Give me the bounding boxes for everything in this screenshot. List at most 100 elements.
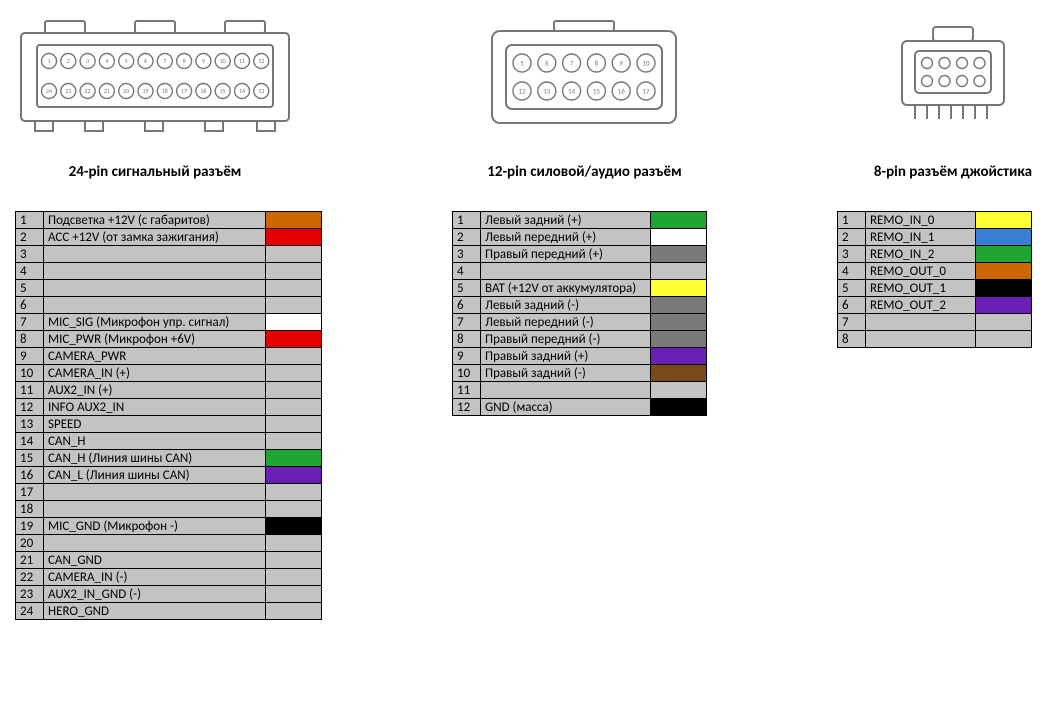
table-row: 1Левый задний (+): [453, 212, 707, 229]
pin-desc: AUX2_IN_GND (-): [44, 586, 266, 603]
table-row: 20: [16, 535, 322, 552]
table-row: 4: [453, 263, 707, 280]
pin-desc: Левый передний (+): [481, 229, 651, 246]
pin-color: [266, 416, 322, 433]
pin-label: 13: [544, 86, 552, 95]
pin-desc: REMO_OUT_0: [866, 263, 976, 280]
pin-color: [266, 263, 322, 280]
pin-number: 11: [16, 382, 44, 399]
pin-desc: Левый передний (-): [481, 314, 651, 331]
pin-label: 1: [47, 57, 50, 65]
pin-desc: CAMERA_PWR: [44, 348, 266, 365]
pin-color: [266, 348, 322, 365]
table-row: 6REMO_OUT_2: [838, 297, 1032, 314]
pin-label: 7: [570, 58, 574, 67]
table-row: 19MIC_GND (Микрофон -): [16, 518, 322, 535]
table-row: 7MIC_SIG (Микрофон упр. сигнал): [16, 314, 322, 331]
pin-color: [266, 484, 322, 501]
pin-desc: CAN_H: [44, 433, 266, 450]
pin-color: [976, 263, 1032, 280]
pin-color: [266, 586, 322, 603]
table-row: 8MIC_PWR (Микрофон +6V): [16, 331, 322, 348]
pin-circle: [921, 76, 932, 87]
pin-color: [266, 229, 322, 246]
pin-desc: Левый задний (+): [481, 212, 651, 229]
pin-number: 8: [453, 331, 481, 348]
pin-desc: [481, 263, 651, 280]
pin-desc: HERO_GND: [44, 603, 266, 620]
pin-number: 14: [16, 433, 44, 450]
pin-number: 1: [453, 212, 481, 229]
pin-number: 4: [838, 263, 866, 280]
table-row: 2ACC +12V (от замка зажигания): [16, 229, 322, 246]
pin-number: 7: [453, 314, 481, 331]
pin-number: 16: [16, 467, 44, 484]
pin-label: 4: [105, 57, 108, 65]
pin-desc: ACC +12V (от замка зажигания): [44, 229, 266, 246]
table-row: 15CAN_H (Линия шины CAN): [16, 450, 322, 467]
pin-color: [266, 501, 322, 518]
pin-number: 4: [453, 263, 481, 280]
pin-label: 8: [183, 57, 186, 65]
pin-label: 21: [104, 87, 110, 95]
pin-desc: GND (масса): [481, 399, 651, 416]
connectors-row: 123456789101112242322212019181716151413 …: [15, 15, 1032, 181]
table-row: 10Правый задний (-): [453, 365, 707, 382]
pin-desc: REMO_IN_2: [866, 246, 976, 263]
pin-number: 3: [16, 246, 44, 263]
pin-color: [266, 365, 322, 382]
table-row: 3: [16, 246, 322, 263]
pin-number: 2: [16, 229, 44, 246]
pin-desc: INFO AUX2_IN: [44, 399, 266, 416]
pin-color: [651, 246, 707, 263]
table-8pin: 1REMO_IN_02REMO_IN_13REMO_IN_24REMO_OUT_…: [837, 211, 1032, 348]
pin-label: 13: [258, 87, 264, 95]
pin-number: 4: [16, 263, 44, 280]
pin-color: [266, 382, 322, 399]
pin-desc: [866, 314, 976, 331]
pin-label: 22: [85, 87, 91, 95]
pin-number: 15: [16, 450, 44, 467]
pin-label: 2: [67, 57, 70, 65]
table-row: 4: [16, 263, 322, 280]
table-row: 9Правый задний (+): [453, 348, 707, 365]
pin-circle: [921, 58, 932, 69]
pin-label: 7: [163, 57, 166, 65]
pin-number: 21: [16, 552, 44, 569]
table-row: 1REMO_IN_0: [838, 212, 1032, 229]
pin-color: [266, 297, 322, 314]
pin-number: 7: [16, 314, 44, 331]
pin-desc: BAT (+12V от аккумулятора): [481, 280, 651, 297]
pin-color: [651, 229, 707, 246]
table-row: 10CAMERA_IN (+): [16, 365, 322, 382]
caption-12pin: 12-pin силовой/аудио разъём: [487, 163, 681, 181]
pin-desc: SPEED: [44, 416, 266, 433]
pin-desc: [866, 331, 976, 348]
pin-label: 6: [144, 57, 147, 65]
pin-label: 10: [643, 58, 651, 67]
pin-label: 16: [618, 86, 626, 95]
pin-desc: Правый передний (-): [481, 331, 651, 348]
pin-desc: Правый задний (+): [481, 348, 651, 365]
table-row: 8: [838, 331, 1032, 348]
table-row: 9CAMERA_PWR: [16, 348, 322, 365]
table-row: 12INFO AUX2_IN: [16, 399, 322, 416]
table-row: 11: [453, 382, 707, 399]
pin-number: 11: [453, 382, 481, 399]
table-row: 3Правый передний (+): [453, 246, 707, 263]
connector-8pin-svg: [893, 15, 1013, 135]
table-row: 6Левый задний (-): [453, 297, 707, 314]
pin-number: 3: [838, 246, 866, 263]
pin-desc: Подсветка +12V (с габаритов): [44, 212, 266, 229]
pin-desc: [44, 297, 266, 314]
table-row: 8Правый передний (-): [453, 331, 707, 348]
pin-number: 5: [838, 280, 866, 297]
pin-number: 2: [453, 229, 481, 246]
pin-number: 3: [453, 246, 481, 263]
pin-number: 22: [16, 569, 44, 586]
table-row: 21CAN_GND: [16, 552, 322, 569]
table-row: 3REMO_IN_2: [838, 246, 1032, 263]
pin-color: [266, 552, 322, 569]
pin-number: 5: [16, 280, 44, 297]
pin-number: 20: [16, 535, 44, 552]
